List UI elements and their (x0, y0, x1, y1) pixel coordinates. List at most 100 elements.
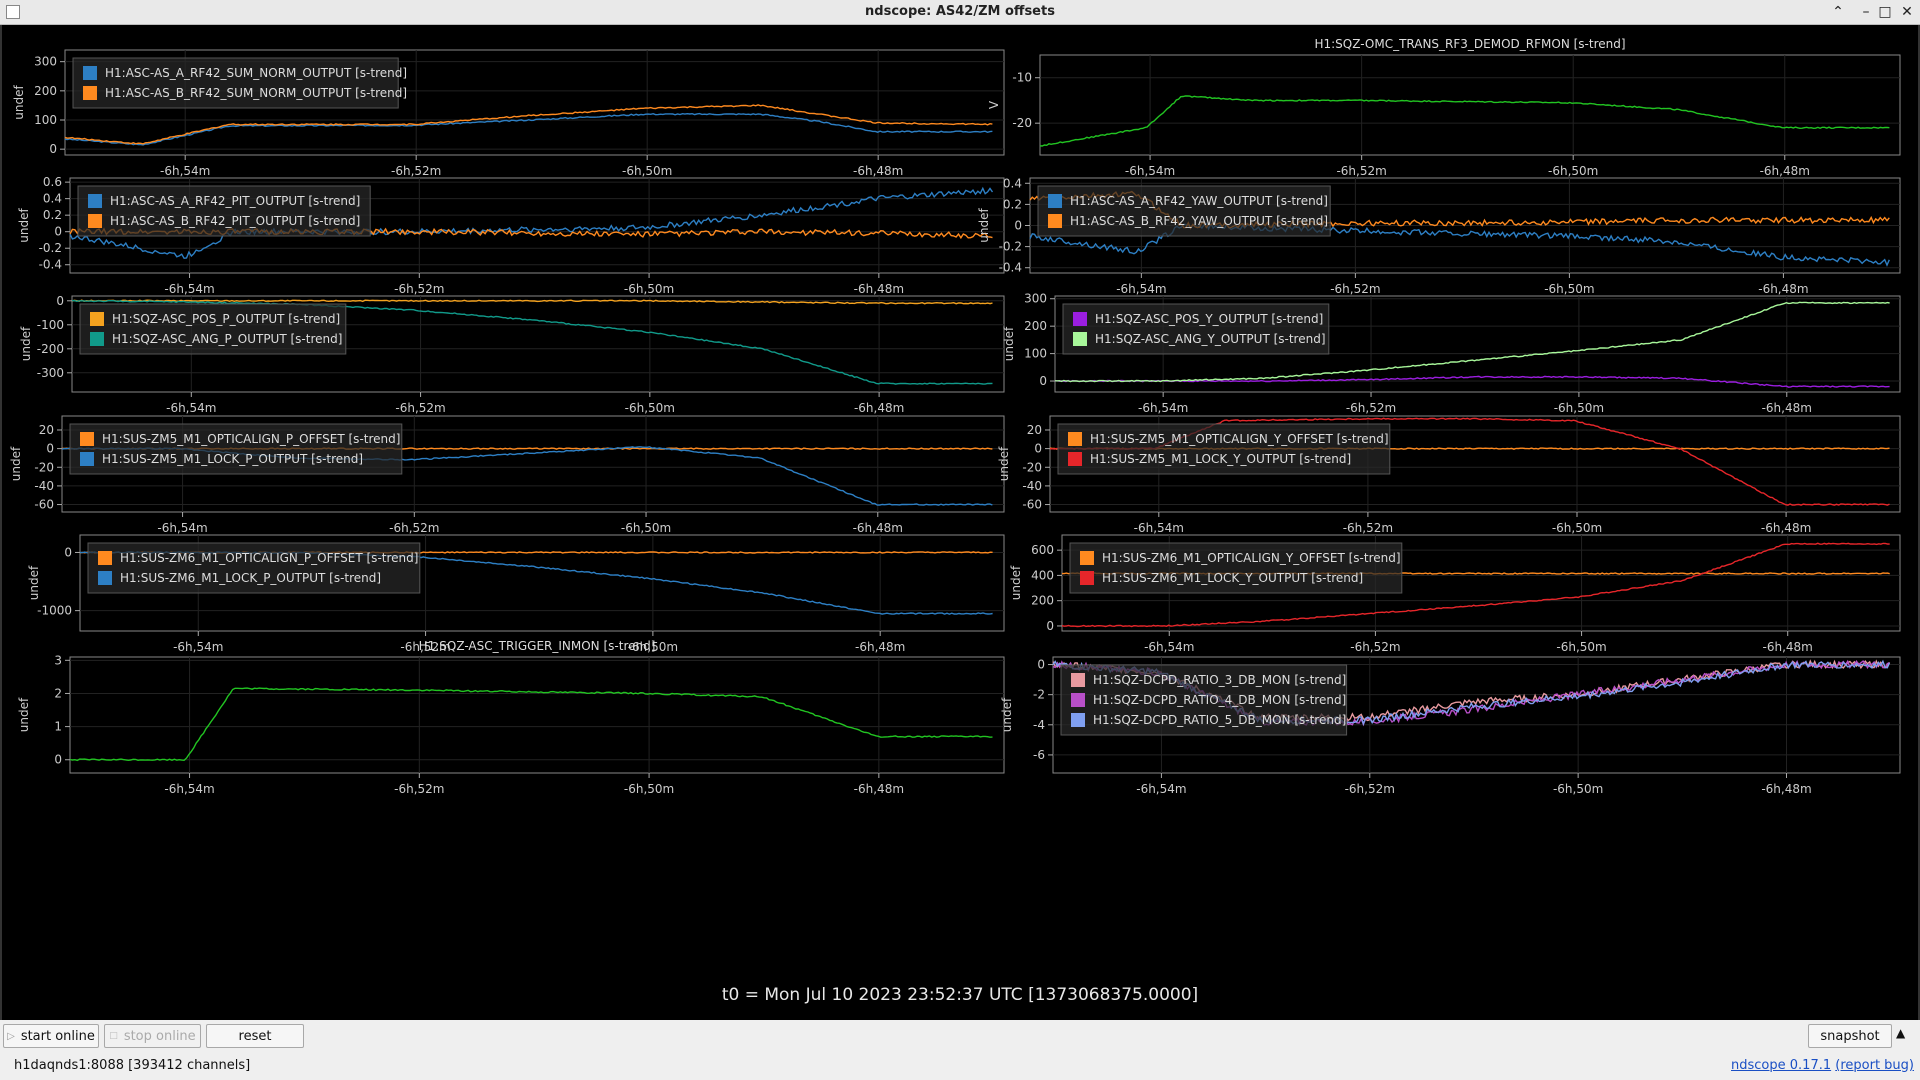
x-tick-label: -6h,50m (624, 282, 674, 296)
plot-panel-p11[interactable]: 0 1 2 3 -6h,54m -6h,52m -6h,50m -6h,48m undef H1:… (17, 639, 1005, 796)
x-tick-label: -6h,50m (1544, 282, 1594, 296)
legend-swatch (1068, 452, 1082, 466)
plot-panel-p6[interactable]: 0 100 200 300 -6h,54m -6h,52m -6h,50m -6h,48m un… (1002, 292, 1901, 415)
x-tick-label: -6h,50m (1548, 164, 1598, 178)
legend-swatch (98, 571, 112, 585)
x-tick-label: -6h,48m (853, 521, 903, 535)
legend-swatch (90, 332, 104, 346)
y-tick-label: 20 (39, 423, 54, 437)
start-online-button[interactable]: ▷ start online (3, 1024, 99, 1048)
y-tick-label: -20 (34, 460, 54, 474)
y-tick-label: 1 (54, 720, 62, 734)
plot-panel-p2[interactable]: -10 -20 -6h,54m -6h,52m -6h,50m -6h,48m V H1:SQ… (987, 37, 1901, 178)
x-tick-label: -6h,50m (622, 164, 672, 178)
stop-online-button[interactable]: □ stop online (104, 1024, 201, 1048)
plot-panel-p7[interactable]: -60 -40 -20 0 20 -6h,54m -6h,52m -6h,50m -6h,48m… (9, 415, 1005, 535)
snapshot-label: snapshot (1820, 1028, 1880, 1044)
y-tick-label: 0.2 (1003, 197, 1022, 211)
plot-panel-p8[interactable]: -60 -40 -20 0 20 -6h,54m -6h,52m -6h,50m -6h,48m… (997, 415, 1901, 535)
legend-label: H1:SQZ-ASC_ANG_P_OUTPUT [s-trend] (112, 332, 342, 346)
plot-panel-p9[interactable]: -1000 0 -6h,54m -6h,52m -6h,50m -6h,48m undef H… (27, 534, 1005, 654)
legend-swatch (1080, 571, 1094, 585)
y-tick-label: 600 (1031, 543, 1054, 557)
series-line (1054, 375, 1890, 388)
x-tick-label: -6h,50m (625, 401, 675, 415)
plot-panel-p4[interactable]: -0.4 -0.2 0 0.2 0.4 -6h,54m -6h,52m -6h,50m -6h,… (977, 176, 1901, 296)
y-tick-label: 0 (49, 142, 57, 156)
legend-swatch (83, 86, 97, 100)
y-axis-label: undef (17, 208, 31, 243)
report-bug-link[interactable]: (report bug) (1835, 1058, 1914, 1073)
x-tick-label: -6h,48m (1761, 782, 1811, 796)
x-tick-label: -6h,48m (853, 164, 903, 178)
x-tick-label: -6h,52m (1345, 782, 1395, 796)
y-tick-label: 200 (1024, 319, 1047, 333)
t0-label: t0 = Mon Jul 10 2023 23:52:37 UTC [13730… (721, 985, 1199, 1005)
x-tick-label: -6h,50m (624, 782, 674, 796)
reset-button[interactable]: reset (206, 1024, 304, 1048)
plot-panel-p1[interactable]: 0 100 200 300 -6h,54m -6h,52m -6h,50m -6h,48m un… (12, 49, 1005, 178)
legend-label: H1:ASC-AS_A_RF42_YAW_OUTPUT [s-trend] (1070, 194, 1328, 208)
legend-swatch (1068, 432, 1082, 446)
x-tick-label: -6h,48m (854, 401, 904, 415)
y-axis-label: undef (19, 326, 33, 361)
plot-panel-p3[interactable]: -0.4 -0.2 0 0.2 0.4 0.6 -6h,54m -6h,52m -6h,50m -… (17, 175, 1005, 296)
legend-label: H1:SQZ-DCPD_RATIO_3_DB_MON [s-trend] (1093, 673, 1346, 687)
legend-box (79, 303, 347, 355)
close-icon[interactable]: ✕ (1901, 4, 1913, 20)
legend-label: H1:SUS-ZM5_M1_OPTICALIGN_P_OFFSET [s-tre… (102, 432, 400, 446)
x-tick-label: -6h,54m (173, 640, 223, 654)
plot-frame (69, 656, 1005, 774)
snapshot-button[interactable]: snapshot (1808, 1024, 1892, 1048)
y-tick-label: -40 (1022, 479, 1042, 493)
x-tick-label: -6h,48m (1758, 282, 1808, 296)
x-tick-label: -6h,50m (1552, 521, 1602, 535)
series-line (69, 687, 993, 762)
play-icon: ▷ (7, 1030, 15, 1042)
legend-label: H1:ASC-AS_A_RF42_PIT_OUTPUT [s-trend] (110, 194, 360, 208)
bottom-toolbar: ▷ start online □ stop online reset snaps… (0, 1020, 1920, 1080)
y-tick-label: 0 (56, 294, 64, 308)
legend-box (1037, 185, 1331, 237)
y-tick-label: 20 (1027, 423, 1042, 437)
legend-swatch (1071, 673, 1085, 687)
maximize-icon[interactable]: □ (1878, 4, 1892, 20)
legend-label: H1:SUS-ZM5_M1_OPTICALIGN_Y_OFFSET [s-tre… (1090, 432, 1389, 446)
minimize-icon[interactable]: – (1862, 4, 1870, 20)
y-axis-label: undef (997, 446, 1011, 481)
y-axis-label: undef (27, 565, 41, 600)
version-link[interactable]: ndscope 0.17.1 (1731, 1058, 1832, 1073)
y-tick-label: -0.2 (39, 241, 62, 255)
legend-label: H1:ASC-AS_B_RF42_SUM_NORM_OUTPUT [s-tren… (105, 86, 407, 100)
stop-online-label: stop online (123, 1028, 196, 1044)
plot-frame (1039, 54, 1901, 156)
plot-panel-p12[interactable]: -6 -4 -2 0 -6h,54m -6h,52m -6h,50m -6h,48m undef… (1000, 656, 1901, 796)
y-tick-label: -40 (34, 479, 54, 493)
stop-icon: □ (109, 1031, 118, 1041)
legend-label: H1:SQZ-DCPD_RATIO_5_DB_MON [s-trend] (1093, 713, 1346, 727)
y-tick-label: -0.2 (999, 240, 1022, 254)
y-tick-label: 0 (54, 753, 62, 767)
expand-up-icon[interactable]: ▲ (1896, 1026, 1906, 1040)
legend-label: H1:ASC-AS_B_RF42_YAW_OUTPUT [s-trend] (1070, 214, 1328, 228)
y-tick-label: 0 (46, 442, 54, 456)
legend-box (72, 57, 399, 109)
x-tick-label: -6h,48m (854, 782, 904, 796)
x-tick-label: -6h,52m (1343, 521, 1393, 535)
legend-swatch (1071, 693, 1085, 707)
series-line (64, 112, 993, 146)
plot-panel-p10[interactable]: 0 200 400 600 -6h,54m -6h,52m -6h,50m -6h,48m un… (1009, 534, 1901, 654)
legend-box (1057, 423, 1391, 475)
y-tick-label: 400 (1031, 568, 1054, 582)
y-tick-label: -100 (37, 318, 64, 332)
y-tick-label: -0.4 (39, 258, 62, 272)
y-tick-label: -1000 (37, 604, 72, 618)
legend-swatch (83, 66, 97, 80)
legend-swatch (1048, 214, 1062, 228)
x-tick-label: -6h,54m (157, 521, 207, 535)
plot-panel-p5[interactable]: -300 -200 -100 0 -6h,54m -6h,52m -6h,50m -6h,48… (19, 294, 1005, 415)
legend-label: H1:SUS-ZM5_M1_LOCK_P_OUTPUT [s-trend] (102, 452, 363, 466)
collapse-icon[interactable]: ⌃ (1832, 4, 1844, 20)
legend-swatch (88, 214, 102, 228)
